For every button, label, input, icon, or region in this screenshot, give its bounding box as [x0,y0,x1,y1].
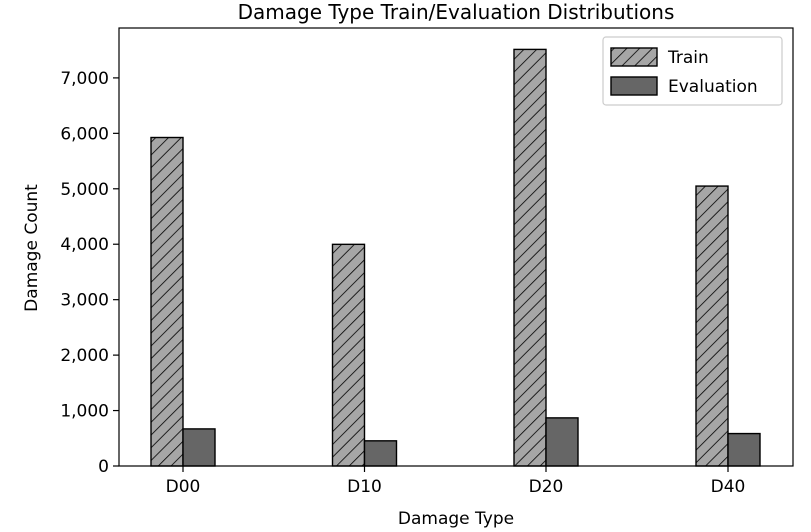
bar-evaluation-d20 [545,417,579,467]
x-tick-label: D10 [347,477,382,497]
x-tick-label: D40 [711,477,746,497]
y-tick-label: 4,000 [60,235,109,255]
legend-swatch-train [610,47,658,67]
legend-label-train: Train [667,48,709,68]
y-tick-label: 0 [98,457,109,477]
bar-evaluation-d10 [363,440,398,467]
bar-train-d00 [150,136,184,467]
y-tick-label: 7,000 [60,69,109,89]
bar-evaluation-d00 [182,428,216,467]
y-tick-label: 3,000 [60,291,109,311]
y-tick-label: 2,000 [60,346,109,366]
bar-train-d40 [695,185,729,467]
x-tick-label: D00 [166,477,201,497]
y-axis-label: Damage Count [22,184,42,312]
x-axis: D00 D10 D20 D40 [166,466,746,497]
legend: Train Evaluation [602,36,783,106]
y-tick-label: 6,000 [60,124,109,144]
x-tick-label: D20 [529,477,564,497]
y-tick-label: 1,000 [60,402,109,422]
bar-train-d10 [331,243,366,467]
bar-train-d20 [513,48,547,467]
chart-title: Damage Type Train/Evaluation Distributio… [238,0,675,24]
bars-group [150,48,761,467]
y-axis: 0 1,000 2,000 3,000 4,000 5,000 6,000 7,000 [60,69,119,477]
bar-evaluation-d40 [727,432,761,467]
plot-frame [118,27,794,467]
y-tick-label: 5,000 [60,180,109,200]
legend-label-evaluation: Evaluation [668,77,758,97]
legend-swatch-evaluation [610,76,658,96]
x-axis-label: Damage Type [398,509,514,529]
